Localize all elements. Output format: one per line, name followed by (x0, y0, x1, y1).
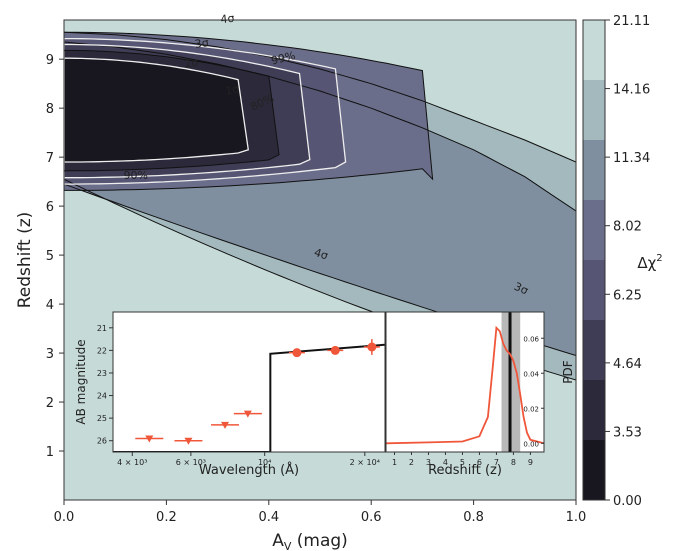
x-tick-label: 0.8 (463, 510, 484, 525)
colorbar-tick-label: 14.16 (613, 83, 650, 98)
sed-detection-point (331, 346, 340, 355)
y-tick-label: 2 (46, 396, 54, 411)
colorbar-band (583, 440, 605, 500)
y-tick-label: 4 (46, 298, 54, 313)
inset-pdf-background (386, 312, 544, 452)
sed-x-label: Wavelength (Å) (199, 462, 299, 478)
pdf-x-tick-label: 1 (392, 458, 397, 467)
y-tick-label: 5 (46, 249, 54, 264)
x-ticks: 0.0 0.2 0.4 0.6 0.8 1.0 (54, 500, 587, 525)
pdf-y-tick-label: 0.02 (523, 405, 539, 413)
y-tick-label: 6 (46, 200, 54, 215)
colorbar-band (583, 20, 605, 80)
colorbar-tick-label: 3.53 (613, 425, 642, 440)
pdf-x-tick-label: 8 (511, 458, 516, 467)
y-tick-label: 7 (46, 151, 54, 166)
pdf-x-tick-label: 9 (528, 458, 533, 467)
x-tick-label: 0.6 (361, 510, 382, 525)
colorbar-tick-label: 21.11 (613, 14, 650, 29)
inset-sed-background (113, 312, 385, 452)
colorbar-bands (583, 20, 605, 500)
y-tick-label: 1 (46, 445, 54, 460)
contour-label: 3σ (194, 36, 210, 51)
pdf-y-tick-label: 0.00 (523, 440, 539, 448)
y-axis-label: Redshift (z) (15, 212, 35, 309)
x-axis-label: AV (mag) (272, 531, 348, 551)
colorbar-tick-label: 8.02 (613, 220, 642, 235)
pdf-y-tick-label: 0.06 (523, 335, 539, 343)
pdf-y-tick-label: 0.04 (523, 370, 539, 378)
sed-y-tick-label: 25 (97, 414, 107, 423)
x-tick-label: 0.0 (54, 510, 75, 525)
colorbar-band (583, 260, 605, 320)
pdf-y-label: PDF (561, 360, 575, 383)
pdf-x-label: Redshift (z) (428, 463, 502, 478)
colorbar-band (583, 80, 605, 140)
contour-label: 2σ (183, 55, 199, 70)
y-tick-label: 3 (46, 347, 54, 362)
colorbar-tick-label: 4.64 (613, 357, 642, 372)
sed-y-tick-label: 21 (97, 324, 107, 333)
x-tick-label: 1.0 (566, 510, 587, 525)
sed-y-tick-label: 23 (97, 369, 107, 378)
colorbar: 0.00 3.53 4.64 6.25 8.02 11.34 14.16 21.11 Δχ2 (583, 14, 663, 509)
colorbar-label: Δχ2 (637, 253, 662, 272)
sed-y-tick-label: 24 (97, 392, 107, 401)
colorbar-band (583, 320, 605, 380)
colorbar-tick-label: 6.25 (613, 288, 642, 303)
x-tick-label: 0.2 (156, 510, 177, 525)
sed-detection-point (292, 348, 301, 357)
y-tick-label: 9 (46, 53, 54, 68)
sed-x-tick-label: 4 × 10³ (117, 458, 147, 467)
colorbar-tick-label: 11.34 (613, 151, 650, 166)
y-tick-label: 8 (46, 102, 54, 117)
colorbar-band (583, 200, 605, 260)
pdf-x-tick-label: 2 (409, 458, 414, 467)
sed-y-label: AB magnitude (74, 339, 88, 424)
contour-label: 4σ (220, 12, 235, 26)
sed-detection-point (367, 343, 376, 352)
sed-x-tick-label: 2 × 10⁴ (350, 458, 380, 467)
sed-y-tick-label: 26 (97, 437, 107, 446)
x-tick-label: 0.4 (258, 510, 279, 525)
colorbar-tick-label: 0.00 (613, 494, 642, 509)
contour-label: 90% (123, 169, 147, 182)
colorbar-band (583, 380, 605, 440)
colorbar-band (583, 140, 605, 200)
sed-y-tick-label: 22 (97, 346, 107, 355)
y-ticks: 1 2 3 4 5 6 7 8 9 (46, 53, 64, 460)
